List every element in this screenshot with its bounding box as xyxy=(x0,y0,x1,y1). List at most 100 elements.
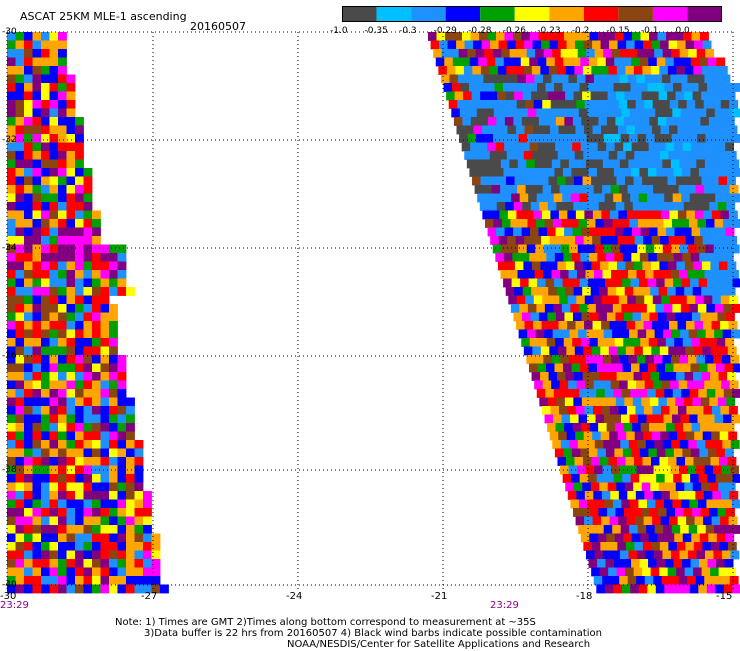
swath-cell xyxy=(553,389,563,398)
swath-cell xyxy=(540,261,550,271)
swath-cell xyxy=(49,125,59,135)
swath-cell xyxy=(693,66,703,75)
swath-cell xyxy=(690,253,700,262)
swath-cell xyxy=(92,431,101,441)
swath-cell xyxy=(515,236,525,245)
swath-cell xyxy=(701,287,711,296)
swath-cell xyxy=(629,329,639,339)
swath-cell xyxy=(58,287,67,296)
swath-cell xyxy=(498,125,508,135)
swath-cell xyxy=(498,151,508,160)
swath-cell xyxy=(592,125,602,135)
swath-cell xyxy=(32,584,42,594)
swath-cell xyxy=(665,57,675,67)
swath-cell xyxy=(574,372,583,381)
swath-cell xyxy=(605,83,614,92)
swath-cell xyxy=(597,338,607,347)
swath-cell xyxy=(597,57,607,67)
swath-cell xyxy=(581,508,591,517)
swath-cell xyxy=(49,474,59,483)
swath-cell xyxy=(469,168,479,177)
swath-cell xyxy=(596,474,606,483)
swath-cell xyxy=(592,236,602,245)
swath-cell xyxy=(620,440,630,449)
swath-cell xyxy=(644,100,654,109)
swath-cell xyxy=(609,236,619,245)
swath-cell xyxy=(709,287,719,296)
swath-cell xyxy=(49,346,59,356)
swath-cell xyxy=(634,151,644,160)
swath-cell xyxy=(634,236,644,245)
swath-cell xyxy=(41,533,50,543)
swath-cell xyxy=(15,406,25,415)
swath-cell xyxy=(658,91,668,101)
swath-cell xyxy=(15,159,25,169)
swath-cell xyxy=(468,108,478,118)
swath-cell xyxy=(662,355,672,364)
swath-cell xyxy=(7,550,16,560)
swath-cell xyxy=(594,440,604,449)
swath-cell xyxy=(503,57,513,67)
swath-cell xyxy=(457,100,467,109)
swath-cell xyxy=(719,151,729,160)
swath-cell xyxy=(486,83,495,92)
swath-cell xyxy=(109,244,118,254)
swath-cell xyxy=(698,278,708,288)
swath-cell xyxy=(461,142,471,152)
swath-cell xyxy=(720,406,730,415)
swath-cell xyxy=(697,219,707,228)
swath-cell xyxy=(693,457,703,466)
swath-cell xyxy=(134,567,144,577)
swath-cell xyxy=(681,474,691,483)
swath-cell xyxy=(24,508,33,517)
swath-cell xyxy=(618,491,628,500)
swath-cell xyxy=(732,168,740,177)
swath-cell xyxy=(650,482,660,492)
swath-cell xyxy=(538,338,548,347)
swath-cell xyxy=(657,227,667,237)
swath-cell xyxy=(83,355,93,364)
swath-cell xyxy=(642,567,652,577)
swath-cell xyxy=(560,270,569,279)
swath-cell xyxy=(630,193,640,203)
swath-cell xyxy=(685,236,695,245)
swath-cell xyxy=(670,185,680,194)
swath-cell xyxy=(593,491,603,500)
swath-cell xyxy=(715,474,725,483)
swath-cell xyxy=(513,32,522,41)
swath-cell xyxy=(663,525,673,534)
swath-cell xyxy=(611,440,621,449)
swath-cell xyxy=(628,355,638,364)
swath-cell xyxy=(24,32,33,41)
swath-cell xyxy=(612,499,622,509)
swath-cell xyxy=(503,83,512,92)
swath-cell xyxy=(487,32,497,41)
swath-cell xyxy=(542,185,552,194)
swath-cell xyxy=(592,210,602,220)
swath-cell xyxy=(589,32,599,41)
swath-cell xyxy=(58,176,67,186)
swath-cell xyxy=(600,431,610,441)
swath-cell xyxy=(579,83,589,92)
swath-cell xyxy=(475,159,485,169)
swath-cell xyxy=(15,542,25,551)
swath-cell xyxy=(512,142,522,152)
swath-cell xyxy=(15,550,25,560)
swath-cell xyxy=(83,253,93,262)
swath-cell xyxy=(41,108,50,118)
swath-cell xyxy=(530,117,540,126)
swath-cell xyxy=(676,261,686,271)
swath-cell xyxy=(572,142,582,152)
swath-cell xyxy=(555,117,565,126)
swath-cell xyxy=(66,338,76,347)
swath-cell xyxy=(549,346,559,356)
swath-cell xyxy=(574,346,584,356)
swath-cell xyxy=(513,202,523,211)
swath-cell xyxy=(452,83,461,92)
swath-cell xyxy=(66,83,76,92)
swath-cell xyxy=(599,261,609,271)
swath-cell xyxy=(627,74,637,84)
swath-cell xyxy=(727,151,737,160)
swath-cell xyxy=(495,253,505,262)
swath-cell xyxy=(667,372,677,381)
